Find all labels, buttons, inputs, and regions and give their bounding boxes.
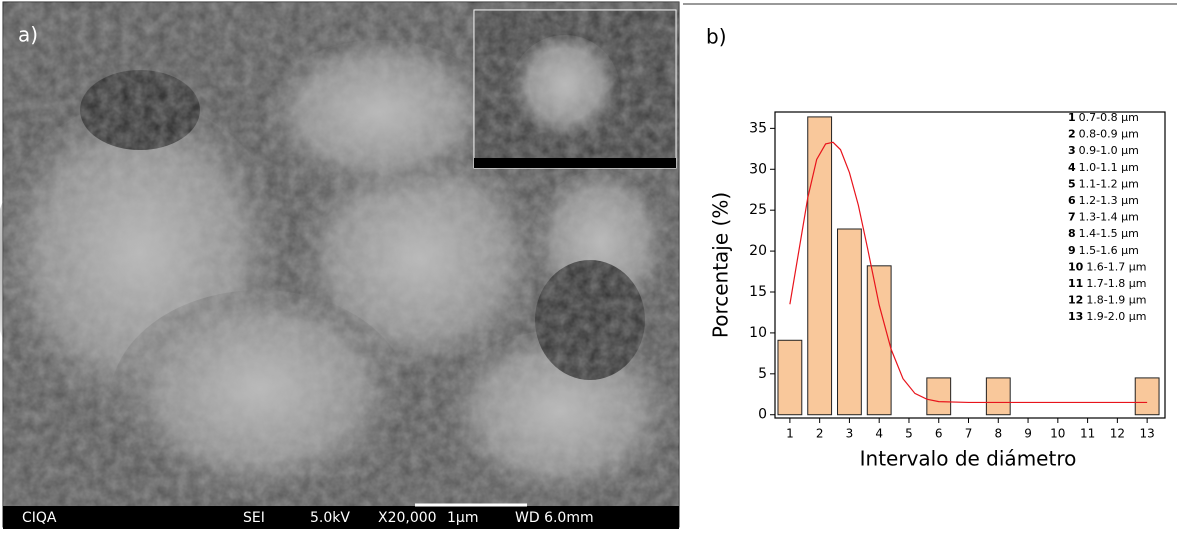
legend-number: 13 [1068, 310, 1083, 323]
legend-text: 1.1-1.2 µm [1079, 177, 1139, 190]
sem-footer-text: WD 6.0mm [515, 510, 594, 526]
bar [866, 265, 892, 416]
x-tick-label: 12 [1110, 427, 1125, 441]
bar [1134, 377, 1160, 416]
x-tick-label: 9 [1024, 427, 1032, 441]
legend-text: 1.0-1.1 µm [1079, 161, 1139, 174]
bar [837, 228, 862, 416]
sem-footer-text: CIQA [22, 510, 57, 526]
legend-number: 1 [1068, 111, 1076, 124]
x-tick-label: 5 [905, 427, 913, 441]
legend-number: 4 [1068, 161, 1076, 174]
x-tick-label: 11 [1080, 427, 1095, 441]
x-tick-label: 6 [935, 427, 943, 441]
y-tick-label: 5 [758, 366, 767, 382]
legend-number: 7 [1068, 211, 1076, 224]
y-tick-label: 15 [749, 284, 767, 300]
legend-text: 1.9-2.0 µm [1086, 310, 1146, 323]
y-tick-label: 30 [749, 161, 767, 177]
bar [777, 339, 803, 416]
legend-number: 6 [1068, 194, 1076, 207]
panel-label: a) [18, 23, 38, 47]
legend-number: 9 [1068, 244, 1076, 257]
y-tick-label: 0 [758, 407, 767, 423]
legend-text: 1.7-1.8 µm [1086, 277, 1146, 290]
legend-entry: 6 1.2-1.3 µm [1068, 194, 1139, 207]
panel-label: b) [706, 25, 727, 49]
x-tick-label: 7 [965, 427, 973, 441]
legend-entry: 12 1.8-1.9 µm [1068, 294, 1146, 307]
legend-text: 1.8-1.9 µm [1086, 294, 1146, 307]
legend-text: 1.4-1.5 µm [1079, 227, 1139, 240]
legend-text: 1.2-1.3 µm [1079, 194, 1139, 207]
y-tick-label: 20 [749, 243, 767, 259]
legend-text: 0.8-0.9 µm [1079, 128, 1139, 141]
legend-text: 1.5-1.6 µm [1079, 244, 1139, 257]
legend-entry: 9 1.5-1.6 µm [1068, 244, 1139, 257]
legend-number: 10 [1068, 260, 1084, 273]
legend-entry: 4 1.0-1.1 µm [1068, 161, 1139, 174]
y-tick-label: 10 [749, 325, 767, 341]
sem-footer-text: 5.0kV [310, 510, 350, 526]
x-axis-label: Intervalo de diámetro [860, 447, 1077, 471]
sem-image: a) [0, 1, 680, 529]
x-tick-label: 13 [1139, 427, 1154, 441]
bar [985, 377, 1011, 416]
y-tick-label: 35 [749, 120, 767, 136]
x-tick-label: 8 [994, 427, 1002, 441]
legend-number: 11 [1068, 277, 1083, 290]
fit-curve [789, 141, 1148, 404]
legend-text: 1.6-1.7 µm [1086, 260, 1146, 273]
legend-text: 1.3-1.4 µm [1079, 211, 1139, 224]
sem-footer-text: X20,000 [378, 510, 437, 526]
legend-number: 8 [1068, 227, 1076, 240]
legend-entry: 3 0.9-1.0 µm [1068, 144, 1139, 157]
chart-panel: b) Intervalo de diámetro Porcentaje (%) [683, 3, 1177, 471]
x-tick-label: 3 [846, 427, 854, 441]
y-axis-label: Porcentaje (%) [709, 192, 733, 338]
x-tick-label: 10 [1050, 427, 1065, 441]
legend-entry: 11 1.7-1.8 µm [1068, 277, 1146, 290]
legend-text: 0.9-1.0 µm [1079, 144, 1139, 157]
legend-entry: 1 0.7-0.8 µm [1068, 111, 1139, 124]
y-tick-label: 25 [749, 202, 767, 218]
x-tick-label: 4 [875, 427, 883, 441]
legend-entry: 7 1.3-1.4 µm [1068, 211, 1139, 224]
legend-entry: 13 1.9-2.0 µm [1068, 310, 1146, 323]
legend-number: 2 [1068, 128, 1076, 141]
x-tick-label: 2 [816, 427, 824, 441]
sem-footer-text: 1μm [447, 510, 478, 526]
x-tick-label: 1 [786, 427, 794, 441]
sem-footer-text: SEI [243, 510, 265, 526]
legend-number: 5 [1068, 177, 1076, 190]
legend-entry: 5 1.1-1.2 µm [1068, 177, 1139, 190]
legend-entry: 10 1.6-1.7 µm [1068, 260, 1146, 273]
plot-frame [774, 111, 1166, 419]
legend-number: 12 [1068, 294, 1083, 307]
legend-entry: 2 0.8-0.9 µm [1068, 128, 1139, 141]
legend-entry: 8 1.4-1.5 µm [1068, 227, 1139, 240]
bar [807, 116, 833, 416]
bar [926, 377, 952, 416]
legend-number: 3 [1068, 144, 1076, 157]
legend-text: 0.7-0.8 µm [1079, 111, 1139, 124]
